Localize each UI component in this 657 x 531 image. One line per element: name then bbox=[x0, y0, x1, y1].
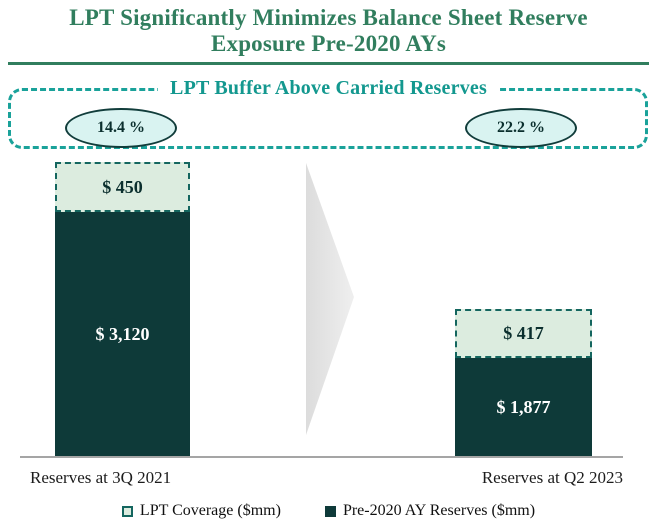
buffer-badge-right-value: 22.2 % bbox=[497, 119, 545, 136]
title-divider bbox=[8, 62, 649, 65]
buffer-badge-right: 22.2 % bbox=[465, 108, 577, 148]
legend-item-pre2020-reserves: Pre-2020 AY Reserves ($mm) bbox=[324, 502, 536, 520]
lpt-coverage-swatch-icon bbox=[121, 505, 133, 517]
buffer-panel-title: LPT Buffer Above Carried Reserves bbox=[158, 77, 499, 100]
pre2020-reserves-swatch-icon bbox=[324, 505, 336, 517]
bar-3q2021-reserves-value: $ 3,120 bbox=[95, 323, 150, 344]
x-axis-label-3q2021: Reserves at 3Q 2021 bbox=[30, 468, 172, 487]
bar-q22023-reserves-segment: $ 1,877 bbox=[455, 358, 592, 456]
bar-3q2021-reserves-segment: $ 3,120 bbox=[55, 212, 190, 456]
legend-label-lpt-coverage: LPT Coverage ($mm) bbox=[139, 502, 281, 519]
legend: LPT Coverage ($mm) Pre-2020 AY Reserves … bbox=[0, 502, 657, 520]
buffer-badge-left-value: 14.4 % bbox=[97, 119, 145, 136]
bar-3q2021-coverage-value: $ 450 bbox=[102, 176, 143, 197]
buffer-badge-left: 14.4 % bbox=[65, 108, 177, 148]
bar-3q2021-lpt-coverage-segment: $ 450 bbox=[55, 162, 190, 212]
x-axis-label-q22023: Reserves at Q2 2023 bbox=[481, 468, 623, 487]
page-title-line2: Exposure Pre-2020 AYs bbox=[210, 31, 447, 56]
bar-q22023-reserves-value: $ 1,877 bbox=[496, 396, 551, 417]
page-title-line1: LPT Significantly Minimizes Balance Shee… bbox=[69, 5, 588, 30]
buffer-panel-title-row: LPT Buffer Above Carried Reserves bbox=[0, 77, 657, 100]
legend-label-pre2020-reserves: Pre-2020 AY Reserves ($mm) bbox=[342, 502, 536, 519]
legend-item-lpt-coverage: LPT Coverage ($mm) bbox=[121, 502, 281, 520]
page-title: LPT Significantly Minimizes Balance Shee… bbox=[0, 5, 657, 57]
x-axis-baseline bbox=[20, 456, 623, 458]
bar-q22023-coverage-value: $ 417 bbox=[503, 323, 544, 343]
bar-q22023-lpt-coverage-segment: $ 417 bbox=[455, 309, 592, 358]
transition-arrow-icon bbox=[306, 163, 354, 435]
